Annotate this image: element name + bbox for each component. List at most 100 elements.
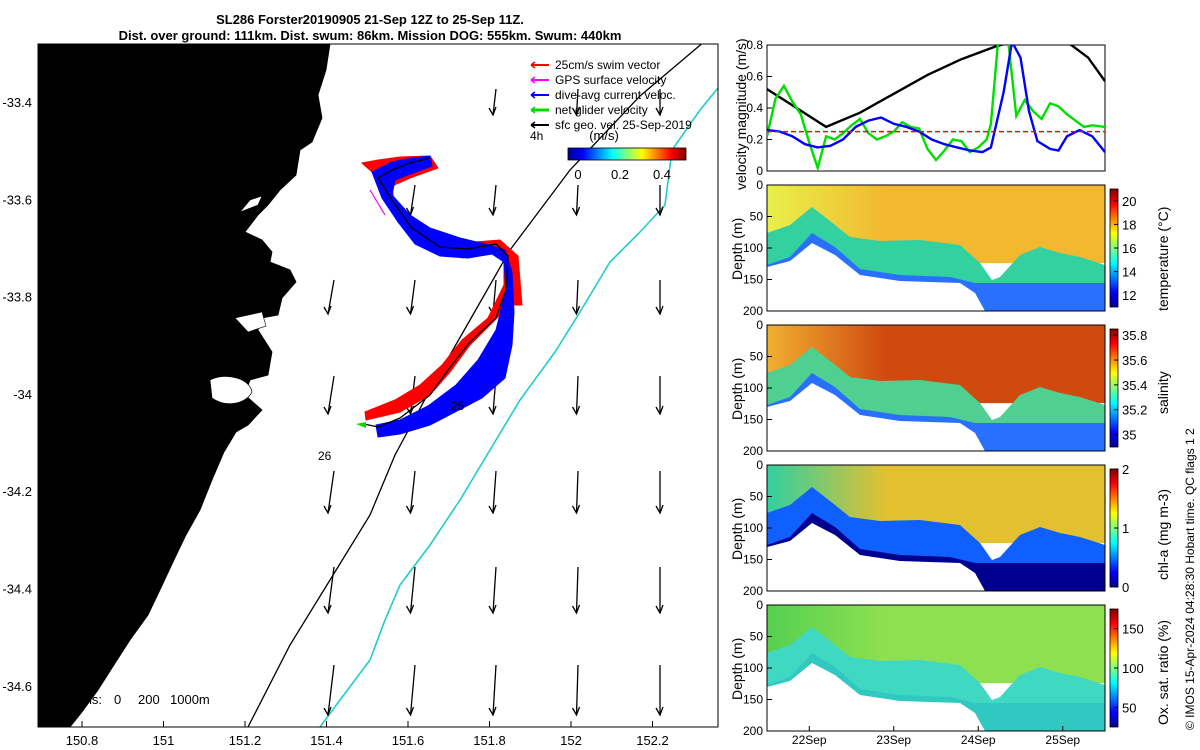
depth-tick-label: 0 (756, 598, 763, 612)
geostrophic-arrow (488, 470, 497, 515)
estuary (209, 376, 253, 405)
geostrophic-arrow (655, 665, 664, 717)
legend-label: dive-avg current veloc. (555, 88, 676, 102)
depth-tick-label: 200 (743, 304, 763, 318)
velocity-ylabel: velocity magnitude (m/s) (733, 38, 749, 190)
depth-tick-label: 0 (756, 178, 763, 192)
geostrophic-arrow (323, 470, 335, 515)
legend-label: sfc geo. vel. 25-Sep-2019 (555, 118, 692, 132)
isobath-0: 0 (114, 692, 121, 707)
geostrophic-arrow (655, 280, 664, 316)
legend-entry: dive-avg current veloc. (530, 88, 676, 102)
depth-tick-label: 150 (743, 693, 763, 707)
geostrophic-arrow (655, 567, 664, 615)
geostrophic-arrow (488, 88, 497, 117)
geostrophic-arrow (405, 470, 416, 515)
velocity-panel: 0 0.2 0.4 0.6 0.8 (746, 38, 1106, 178)
isobath-1000: 1000m (170, 692, 210, 707)
salinity-colorbar (1109, 328, 1119, 448)
legend-entry: net glider velocity (530, 103, 648, 117)
colorbar-tick-label: 35.4 (1122, 378, 1147, 393)
colorbar-tick-label: 100 (1122, 661, 1144, 676)
time-step-label: 4h (530, 129, 543, 143)
depth-tick-label: 150 (743, 413, 763, 427)
map-y-tick-label: -34.6 (2, 679, 32, 694)
colorbar-tick-label: 12 (1122, 288, 1136, 303)
colorbar-tick-label: 35 (1122, 428, 1136, 443)
salinity-section-panel: 0 50 100 150 200 35 35.2 35.4 35.6 35.8 (743, 318, 1147, 458)
no-data-region (767, 383, 985, 451)
depth-tick-label: 50 (750, 490, 764, 504)
map-x-tick-label: 152 (560, 733, 582, 748)
time-tick-label: 22Sep (792, 733, 827, 747)
map-y-tick-label: -33.6 (2, 192, 32, 207)
depth-tick-label: 150 (743, 273, 763, 287)
depth-tick-label: 200 (743, 584, 763, 598)
isobaths-label: isobaths: (50, 692, 102, 707)
colorbar-tick-label: 1 (1122, 521, 1129, 536)
geostrophic-arrow (488, 664, 497, 717)
geostrophic-arrow (405, 566, 416, 615)
temperature-colorbar-label: temperature (°C) (1155, 206, 1171, 311)
dive-avg-current-band (371, 155, 515, 438)
map-x-tick-label: 152.2 (636, 733, 669, 748)
colorbar-tick-label: 0 (1122, 580, 1129, 595)
imos-credit: © IMOS 15-Apr-2024 04:28:30 Hobart time.… (1183, 428, 1197, 730)
geostrophic-arrow (405, 664, 416, 717)
chla-colorbar-label: chl-a (mg m-3) (1155, 488, 1171, 580)
geostrophic-arrow (323, 664, 335, 717)
geostrophic-arrow (571, 566, 581, 615)
time-tick-label: 24Sep (961, 733, 996, 747)
oxygen-colorbar-label: Ox. sat. ratio (%) (1155, 619, 1171, 725)
coastal-inlet-1 (239, 195, 263, 213)
depth-tick-label: 50 (750, 350, 764, 364)
speed-colorbar-tick: 0.2 (611, 167, 629, 182)
geostrophic-arrow (655, 376, 664, 416)
geostrophic-arrow (655, 89, 664, 117)
no-data-region (767, 523, 985, 591)
map-x-tick-label: 151.6 (392, 733, 425, 748)
geostrophic-arrow (655, 471, 664, 515)
oxygen-section-panel: 0 50 100 150 200 50 100 150 (743, 598, 1144, 738)
velocity-y-tick-label: 0.2 (746, 133, 763, 147)
map-x-tick-label: 151.4 (310, 733, 343, 748)
temperature-depth-label: Depth (m) (729, 217, 745, 280)
depth-tick-label: 150 (743, 553, 763, 567)
colorbar-tick-label: 18 (1122, 217, 1136, 232)
net-glider-velocity-mark (356, 422, 366, 428)
time-tick-label: 25Sep (1045, 733, 1080, 747)
colorbar-tick-label: 20 (1122, 194, 1136, 209)
salinity-depth-label: Depth (m) (729, 357, 745, 420)
velocity-y-tick-label: 0 (756, 164, 763, 178)
gps-surface-velocity-mark (369, 189, 386, 216)
geostrophic-arrow (571, 664, 581, 717)
map-y-tick-label: -34.4 (2, 582, 32, 597)
speed-colorbar-tick: 0.4 (653, 167, 671, 182)
depth-tick-label: 100 (743, 661, 763, 675)
legend-entry: 25cm/s swim vector (530, 58, 660, 72)
depth-tick-label: 100 (743, 241, 763, 255)
map-x-tick-label: 151.8 (473, 733, 506, 748)
speed-colorbar-ticks: 0 0.2 0.4 (574, 167, 671, 182)
depth-tick-label: 100 (743, 521, 763, 535)
geostrophic-arrow (405, 279, 416, 316)
depth-tick-label: 50 (750, 630, 764, 644)
velocity-y-tick-label: 0.8 (746, 38, 763, 52)
legend-label: 25cm/s swim vector (555, 58, 660, 72)
legend-entry: GPS surface velocity (530, 73, 666, 87)
salinity-colorbar-label: salinity (1155, 371, 1171, 414)
track-label-25: 25 (451, 399, 465, 413)
colorbar-tick-label: 35.6 (1122, 353, 1147, 368)
depth-tick-label: 100 (743, 381, 763, 395)
glider-track (356, 155, 523, 438)
geostrophic-arrow (571, 375, 581, 416)
colorbar-tick-label: 14 (1122, 265, 1136, 280)
plot-title-line1: SL286 Forster20190905 21-Sep 12Z to 25-S… (216, 12, 524, 27)
velocity-series-line (767, 45, 1105, 129)
no-data-region (767, 663, 985, 731)
depth-tick-label: 0 (756, 318, 763, 332)
colorbar-tick-label: 35.8 (1122, 328, 1147, 343)
colorbar-tick-label: 150 (1122, 622, 1144, 637)
